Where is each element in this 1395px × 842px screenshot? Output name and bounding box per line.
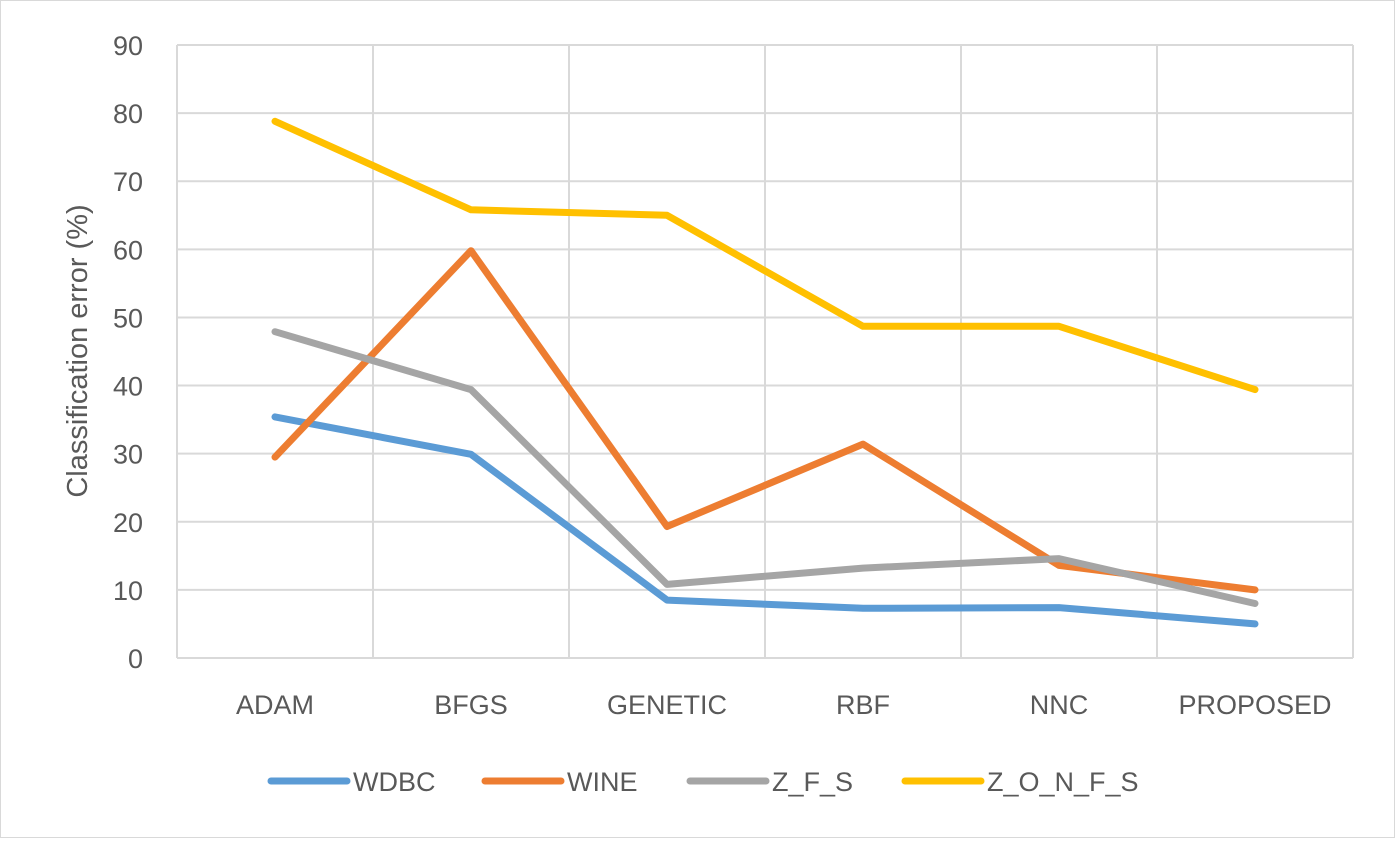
y-tick-label: 50: [113, 303, 143, 333]
y-tick-label: 30: [113, 440, 143, 470]
x-tick-label: GENETIC: [607, 690, 727, 720]
y-tick-label: 10: [113, 576, 143, 606]
y-tick-label: 80: [113, 99, 143, 129]
x-tick-label: ADAM: [236, 690, 314, 720]
y-tick-label: 20: [113, 508, 143, 538]
y-tick-label: 40: [113, 372, 143, 402]
y-tick-label: 70: [113, 167, 143, 197]
legend-label: WDBC: [353, 767, 436, 797]
y-axis-title: Classification error (%): [62, 204, 94, 497]
x-tick-label: RBF: [836, 690, 890, 720]
legend-label: WINE: [567, 767, 638, 797]
x-tick-label: BFGS: [434, 690, 508, 720]
legend-label: Z_F_S: [772, 767, 853, 797]
x-tick-labels: ADAM BFGS GENETIC RBF NNC PROPOSED: [236, 690, 1332, 720]
x-tick-label: PROPOSED: [1178, 690, 1331, 720]
y-tick-label: 60: [113, 235, 143, 265]
series-line-wdbc: [271, 413, 1259, 628]
legend: WDBC WINE Z_F_S Z_O_N_F_S: [267, 767, 1139, 797]
gridlines: [176, 44, 1354, 658]
series-line-z-f-s: [271, 328, 1259, 607]
series-lines: [271, 117, 1259, 628]
y-tick-labels: 0 10 20 30 40 50 60 70 80 90: [113, 31, 143, 674]
y-tick-label: 0: [128, 644, 143, 674]
legend-label: Z_O_N_F_S: [987, 767, 1139, 797]
series-line-z-o-n-f-s: [271, 117, 1259, 394]
x-tick-label: NNC: [1030, 690, 1089, 720]
y-tick-label: 90: [113, 31, 143, 61]
